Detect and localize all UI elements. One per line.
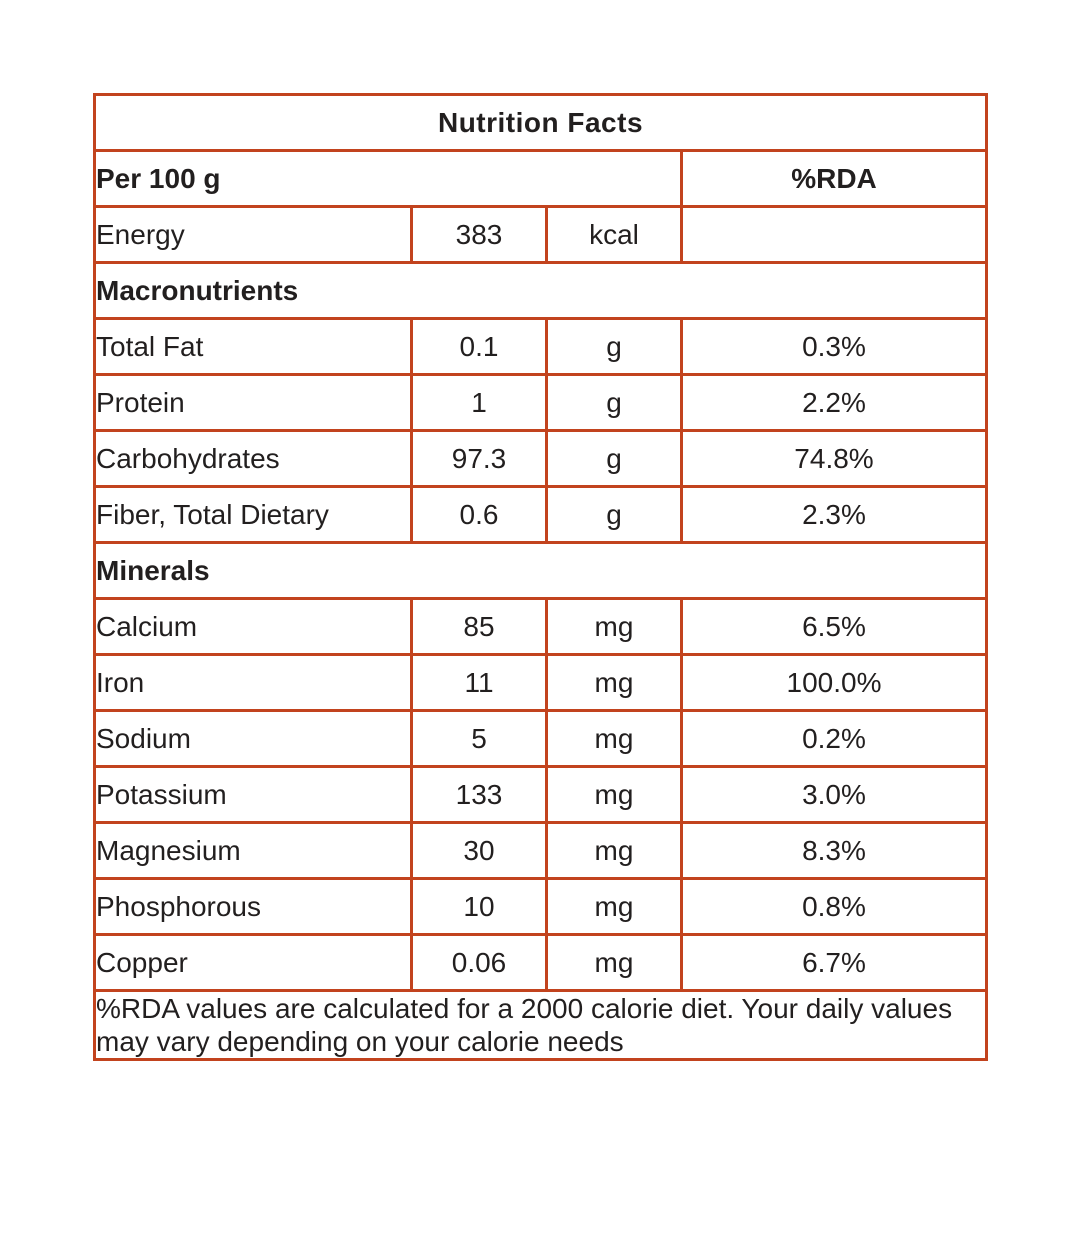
nutrient-unit-cell: mg [545,877,683,936]
nutrient-rda-cell: 8.3% [680,821,988,880]
nutrient-value-cell: 5 [410,709,548,768]
section-label: Macronutrients [93,261,988,320]
nutrient-unit-cell: mg [545,597,683,656]
nutrient-name-cell: Magnesium [93,821,413,880]
nutrient-rda-cell: 6.5% [680,597,988,656]
nutrient-unit-cell: mg [545,765,683,824]
nutrient-name-cell: Calcium [93,597,413,656]
nutrient-unit-cell: kcal [545,205,683,264]
table-head-rows: Nutrition Facts Per 100 g %RDA [93,93,988,208]
nutrition-label: Nutrition Facts Per 100 g %RDA Energy 383… [93,93,988,1062]
section-label: Minerals [93,541,988,600]
title-row: Nutrition Facts [93,93,988,152]
nutrition-table: Nutrition Facts Per 100 g %RDA Energy 383… [93,93,988,1062]
nutrient-unit-cell: mg [545,821,683,880]
nutrient-row: Phosphorous 10 mg 0.8% [93,877,988,936]
nutrient-rda-cell: 3.0% [680,765,988,824]
nutrient-name-cell: Carbohydrates [93,429,413,488]
nutrient-unit-cell: mg [545,653,683,712]
nutrient-rda-cell: 6.7% [680,933,988,992]
footnote: %RDA values are calculated for a 2000 ca… [93,988,988,1062]
nutrient-rda-cell: 100.0% [680,653,988,712]
nutrient-rda-cell: 0.2% [680,709,988,768]
nutrient-unit-cell: g [545,373,683,432]
nutrient-row: Copper 0.06 mg 6.7% [93,933,988,992]
nutrient-unit-cell: g [545,429,683,488]
nutrient-row: Carbohydrates 97.3 g 74.8% [93,429,988,488]
nutrient-value-cell: 133 [410,765,548,824]
nutrient-row: Energy 383 kcal [93,205,988,264]
nutrient-value-cell: 1 [410,373,548,432]
nutrient-name-cell: Iron [93,653,413,712]
nutrient-value-cell: 85 [410,597,548,656]
column-header-row: Per 100 g %RDA [93,149,988,208]
nutrient-value-cell: 0.06 [410,933,548,992]
nutrient-value-cell: 11 [410,653,548,712]
footnote-row: %RDA values are calculated for a 2000 ca… [93,988,988,1062]
page-title: Nutrition Facts [93,93,988,152]
nutrient-rda-cell: 74.8% [680,429,988,488]
nutrient-value-cell: 0.1 [410,317,548,376]
nutrient-name-cell: Phosphorous [93,877,413,936]
nutrient-unit-cell: mg [545,709,683,768]
nutrient-row: Magnesium 30 mg 8.3% [93,821,988,880]
nutrient-value-cell: 0.6 [410,485,548,544]
nutrient-name-cell: Fiber, Total Dietary [93,485,413,544]
nutrient-rda-cell [680,205,988,264]
nutrient-name-cell: Copper [93,933,413,992]
nutrient-rda-cell: 0.8% [680,877,988,936]
nutrient-name-cell: Total Fat [93,317,413,376]
nutrient-rda-cell: 2.3% [680,485,988,544]
nutrient-unit-cell: g [545,317,683,376]
section-row: Macronutrients [93,261,988,320]
nutrient-row: Fiber, Total Dietary 0.6 g 2.3% [93,485,988,544]
nutrient-row: Total Fat 0.1 g 0.3% [93,317,988,376]
nutrient-name-cell: Protein [93,373,413,432]
nutrient-unit-cell: mg [545,933,683,992]
nutrient-rda-cell: 0.3% [680,317,988,376]
nutrient-value-cell: 383 [410,205,548,264]
nutrient-value-cell: 97.3 [410,429,548,488]
nutrient-row: Potassium 133 mg 3.0% [93,765,988,824]
section-row: Minerals [93,541,988,600]
nutrient-row: Sodium 5 mg 0.2% [93,709,988,768]
nutrient-rda-cell: 2.2% [680,373,988,432]
nutrient-value-cell: 10 [410,877,548,936]
nutrient-row: Protein 1 g 2.2% [93,373,988,432]
nutrient-value-cell: 30 [410,821,548,880]
nutrient-name-cell: Energy [93,205,413,264]
nutrition-rows: Energy 383 kcal Macronutrients Total Fat 0.1 g… [93,205,988,992]
table-foot-rows: %RDA values are calculated for a 2000 ca… [93,988,988,1062]
nutrient-unit-cell: g [545,485,683,544]
nutrient-row: Calcium 85 mg 6.5% [93,597,988,656]
serving-size-label: Per 100 g [93,149,683,208]
nutrient-name-cell: Potassium [93,765,413,824]
nutrient-row: Iron 11 mg 100.0% [93,653,988,712]
nutrient-name-cell: Sodium [93,709,413,768]
rda-column-header: %RDA [680,149,988,208]
